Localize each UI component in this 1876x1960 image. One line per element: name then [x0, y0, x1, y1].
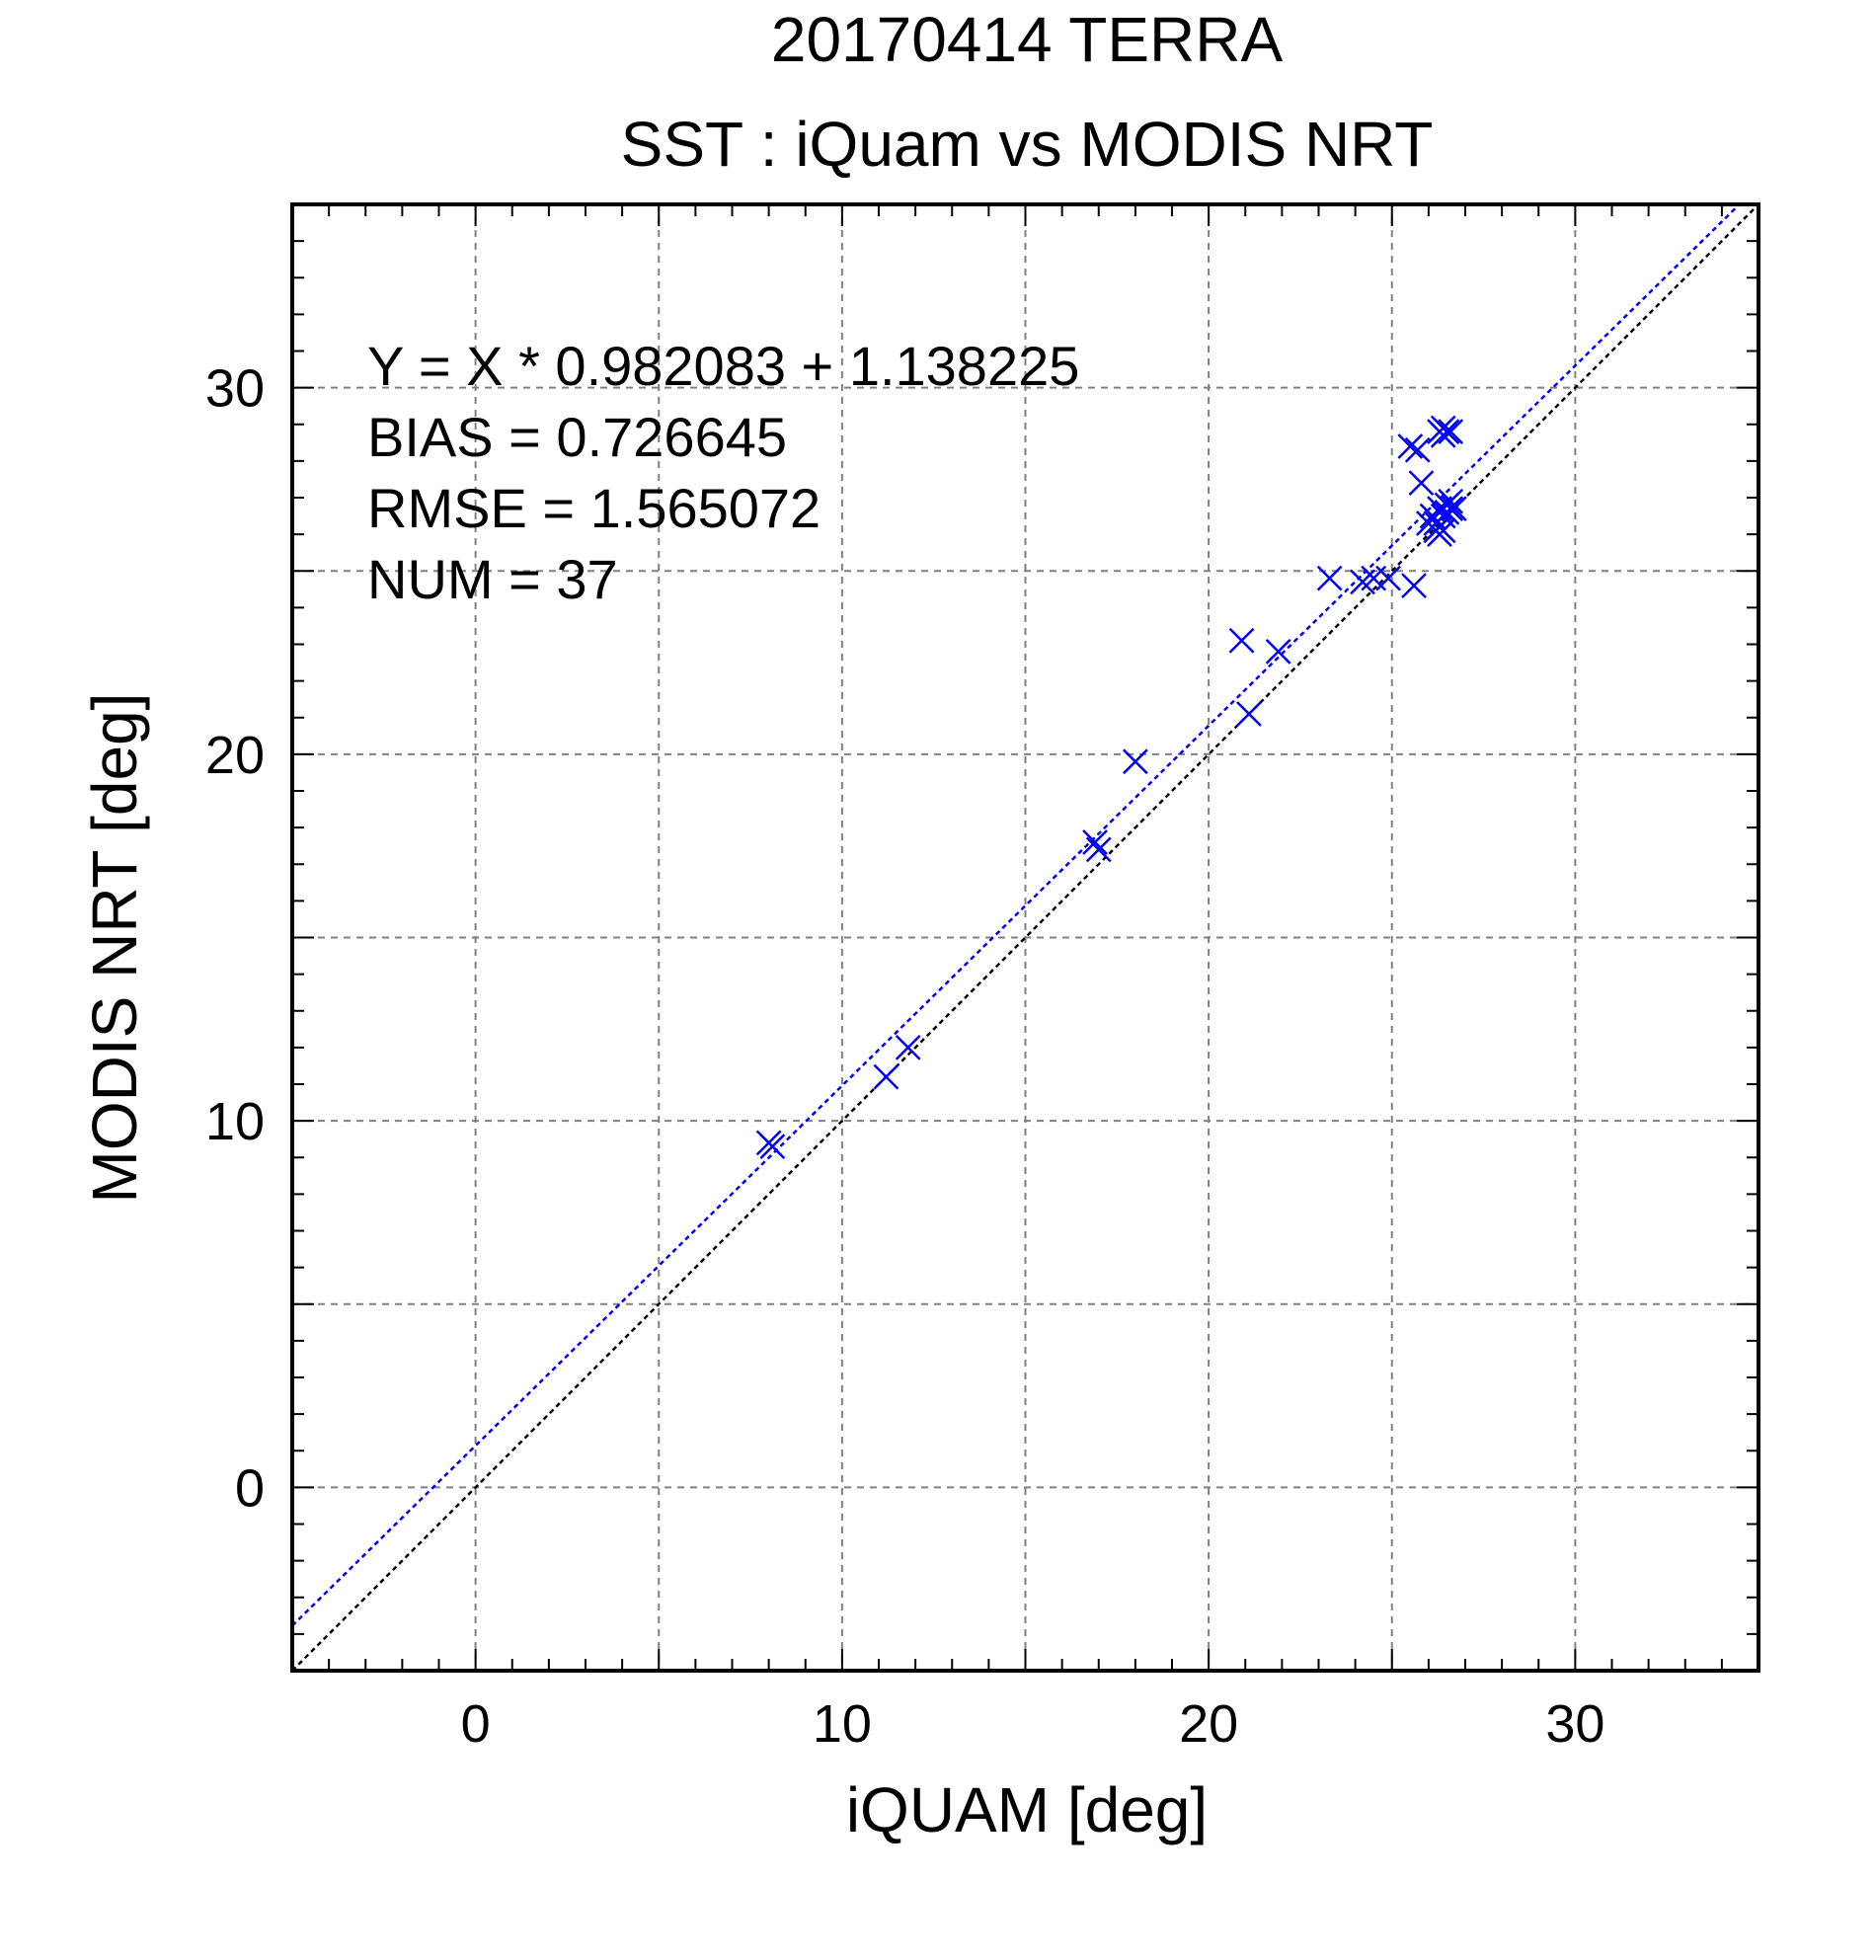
scatter-point — [1375, 565, 1401, 591]
stats-annotation-line: RMSE = 1.565072 — [367, 477, 821, 539]
stats-annotation-line: NUM = 37 — [367, 548, 618, 610]
plot-area — [290, 202, 1760, 1673]
scatter-point — [1265, 639, 1291, 665]
scatter-point — [1427, 496, 1452, 522]
reference-lines — [292, 204, 1759, 1671]
scatter-point — [759, 1134, 786, 1159]
scatter-point — [1236, 701, 1262, 727]
scatter-point — [873, 1063, 899, 1090]
x-axis-label: iQUAM [deg] — [846, 1774, 1208, 1845]
scatter-point — [1404, 436, 1431, 463]
scatter-point — [1082, 829, 1108, 855]
chart-subtitle: SST : iQuam vs MODIS NRT — [621, 109, 1434, 180]
scatter-point — [1085, 836, 1112, 863]
scatter-point — [1430, 423, 1456, 448]
y-axis-label: MODIS NRT [deg] — [79, 693, 150, 1204]
scatter-point — [1397, 433, 1424, 459]
regression-line — [292, 204, 1742, 1627]
y-tick-label: 0 — [235, 1458, 265, 1518]
scatter-point — [1401, 573, 1427, 598]
y-tick-label: 30 — [205, 359, 265, 419]
stats-annotation-line: BIAS = 0.726645 — [367, 406, 787, 468]
x-tick-label: 30 — [1545, 1694, 1604, 1754]
scatter-point — [1316, 565, 1343, 591]
y-tick-label: 10 — [205, 1092, 265, 1151]
scatter-point — [1122, 748, 1148, 775]
scatter-point — [895, 1034, 921, 1060]
x-tick-label: 0 — [461, 1694, 491, 1754]
scatter-points — [755, 415, 1467, 1159]
identity-line — [292, 204, 1759, 1671]
y-tick-label: 20 — [205, 726, 265, 785]
scatter-point — [1438, 419, 1464, 445]
x-tick-label: 20 — [1179, 1694, 1238, 1754]
scatter-point — [1408, 470, 1435, 497]
plot-frame — [290, 202, 1760, 1673]
chart-title: 20170414 TERRA — [771, 4, 1284, 75]
x-tick-label: 10 — [813, 1694, 872, 1754]
stats-annotation-line: Y = X * 0.982083 + 1.138225 — [367, 335, 1079, 397]
scatter-point — [1228, 627, 1255, 654]
scatter-point — [1438, 496, 1464, 522]
